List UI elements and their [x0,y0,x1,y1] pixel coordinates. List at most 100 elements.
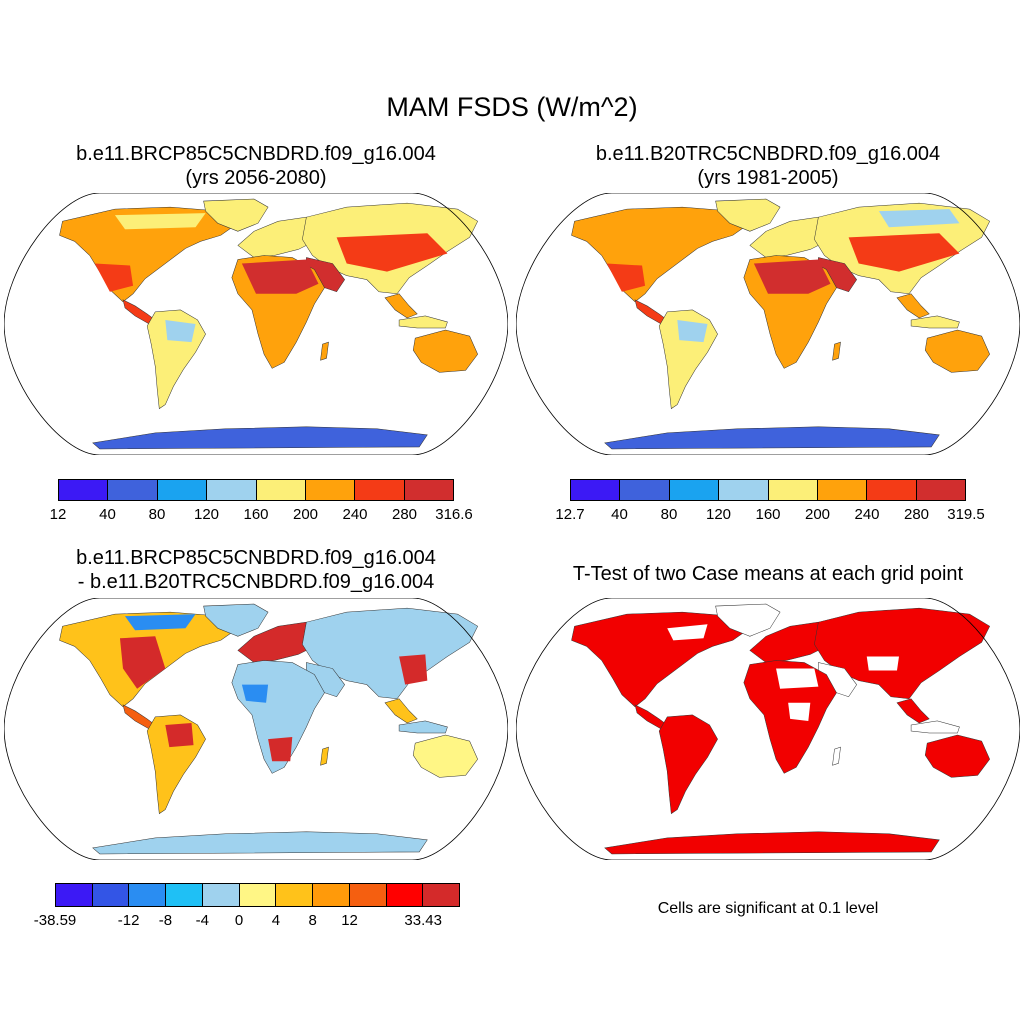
panel4-title-line1: T-Test of two Case means at each grid po… [572,563,964,585]
panel3-map [4,598,508,860]
panel3-colorbar-swatch [386,884,424,906]
panel1-landmass-australia [412,329,478,373]
panel2-colorbar-tick-label: 200 [804,506,831,523]
panel1-region-sahara-hot [241,259,319,294]
panel2-title: b.e11.B20TRC5CNBDRD.f09_g16.004 (yrs 198… [512,142,1024,190]
panel2-landmass-greenland [715,198,781,232]
panel3-region-southern-africa-red [268,737,293,762]
panel1-title: b.e11.BRCP85C5CNBDRD.f09_g16.004 (yrs 20… [0,142,512,190]
panel3-colorbar-swatch [423,884,460,906]
panel2-colorbar-swatch [719,480,769,500]
panel3-landmass-indonesia [398,720,448,734]
panel3-region-west-africa-blue [241,684,269,703]
panel4-map-outline [516,598,1020,860]
panel3-map-outline [4,598,508,860]
panel2-colorbar-tick-label: 120 [705,506,732,523]
panel3-colorbar-tick-label: 0 [234,912,244,929]
panel3-colorbar-tick-label: -8 [158,912,173,929]
panel3-landmass-greenland [203,603,269,637]
panel3-map-fill [59,603,479,855]
panel2-landmass-madagascar [832,341,841,361]
panel2-colorbar-tick-label: 80 [660,506,678,523]
panel1-colorbar-tick-label: 200 [292,506,319,523]
panel1-title-line2: (yrs 2056-2080) [185,167,327,189]
panel4-region-tibet-gap [866,656,899,671]
panel3-landmass-australia [412,734,478,778]
panel2-colorbar-swatch [669,480,720,500]
panel1-region-us-southwest-hot [94,263,134,292]
panel1-colorbar-tick-label: 80 [148,506,166,523]
panel2-map-outline [516,193,1020,455]
panel4-map [516,598,1020,860]
panel2-landmass-seAsia [896,293,930,319]
panel3-title: b.e11.BRCP85C5CNBDRD.f09_g16.004 - b.e11… [0,546,512,594]
panel4-landmass-seAsia [896,698,930,724]
panel4-landmass-northAmerica [571,611,751,708]
panel3-landmass-seAsia [384,698,418,724]
panel1-colorbar-swatch [355,480,405,500]
panel2-colorbar-swatch [620,480,670,500]
panel1-landmass-madagascar [320,341,329,361]
panel2-region-amazon-light [677,319,708,343]
panel3-colorbar-swatch [202,884,240,906]
panel1-map-fill [59,198,479,450]
panel3-colorbar-tick-label: -38.59 [33,912,77,929]
panel2-colorbar-tick-label: 12.7 [555,506,585,523]
panel1-map-outline [4,193,508,455]
panel2-colorbar-swatch [817,480,868,500]
panel1-colorbar-tick-label: 240 [342,506,368,523]
panel3-colorbar-tick-label: 8 [308,912,317,929]
panel3-colorbar [55,883,460,907]
panel3-colorbar-labels: -38.59 -12 -8 -4 0 4 8 12 33.43 [34,912,460,932]
panel3-colorbar-swatch [92,884,130,906]
panel3-colorbar-swatch [166,884,203,906]
panel2-landmass-indonesia [910,315,960,329]
panel1-region-amazon-light [165,319,196,343]
panel3-colorbar-swatch [276,884,314,906]
panel1-colorbar-swatch [404,480,453,500]
panel4-landmass-antarctica [604,831,940,855]
panel2-colorbar-tick-label: 240 [854,506,880,523]
panel4-region-north-africa-gap [776,668,819,689]
panel3-colorbar-swatch [349,884,387,906]
panel2-landmass-australia [924,329,990,373]
panel1-colorbar-swatch [305,480,356,500]
panel1-map [4,193,508,455]
panel2-colorbar-swatch [867,480,917,500]
panel2-colorbar-tick-label: 160 [755,506,781,523]
panel1-colorbar-tick-label: 316.6 [435,506,473,523]
panel1-region-asia-warm [336,233,448,272]
panel3-colorbar-tick-label: 33.43 [404,912,442,929]
panel1-colorbar-swatch [256,480,306,500]
panel1-colorbar-tick-label: 280 [391,506,418,523]
panel2-colorbar-labels: 12.7 40 80 120 160 200 240 280 319.5 [555,506,984,526]
panel2-colorbar-tick-label: 319.5 [947,506,985,523]
panel3-title-line1: b.e11.BRCP85C5CNBDRD.f09_g16.004 [76,547,436,569]
panel3-colorbar-tick-label: -12 [117,912,140,929]
panel1-title-line1: b.e11.BRCP85C5CNBDRD.f09_g16.004 [76,143,436,165]
panel4-region-central-africa-gap [788,702,811,721]
panel1-landmass-greenland [203,198,269,232]
panel2-map-fill [571,198,991,450]
panel2-landmass-northAmerica [571,206,751,303]
panel1-colorbar-tick-label: 120 [193,506,220,523]
panel1-landmass-indonesia [398,315,448,329]
panel1-landmass-seAsia [384,293,418,319]
panel3-colorbar-swatch [313,884,350,906]
panel2-colorbar-swatch [916,480,965,500]
panel4-title: T-Test of two Case means at each grid po… [512,562,1024,586]
panel4-landmass-madagascar [832,746,841,766]
figure-title: MAM FSDS (W/m^2) [386,92,638,122]
panel3-colorbar-swatch [239,884,277,906]
panel2-colorbar-tick-label: 40 [611,506,628,523]
panel1-colorbar-tick-label: 40 [99,506,116,523]
panel4-significance-note: Cells are significant at 0.1 level [657,900,879,917]
panel4-landmass-australia [924,734,990,778]
panel3-region-amazon-red [165,722,194,748]
panel3-colorbar-swatch [56,884,93,906]
panel3-colorbar-swatch [129,884,167,906]
panel1-colorbar [58,479,454,501]
panel2-region-us-southwest-hot [606,263,646,292]
panel1-colorbar-labels: 12 40 80 120 160 200 240 280 316.6 [50,506,473,526]
panel2-colorbar [570,479,966,501]
